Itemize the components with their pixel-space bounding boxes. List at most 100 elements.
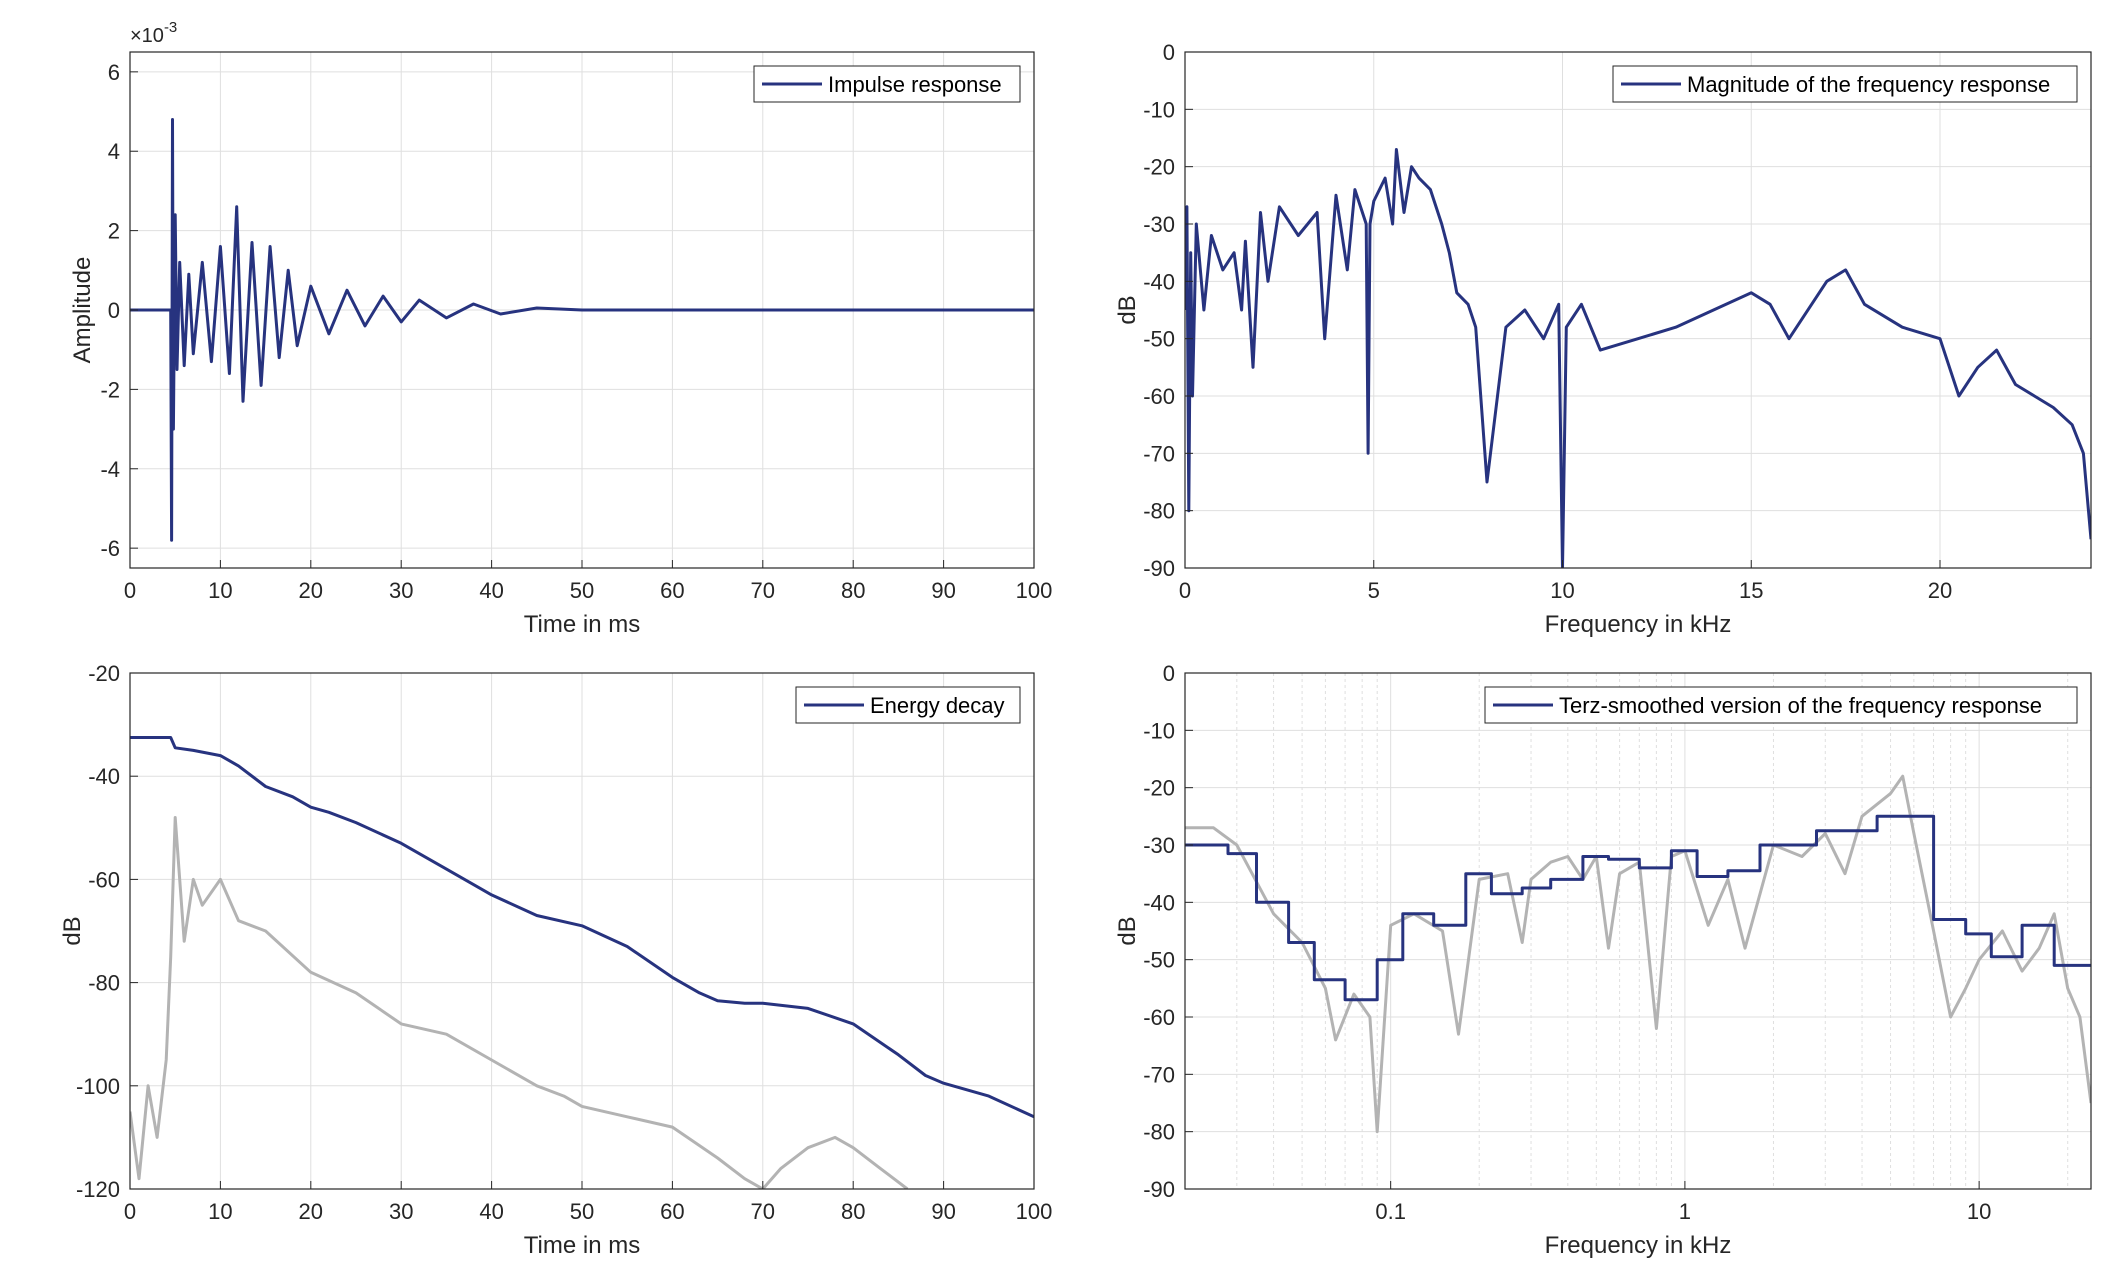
y-tick-label: -70 <box>1143 1062 1175 1087</box>
x-tick-label: 10 <box>1967 1199 1991 1224</box>
legend-label: Magnitude of the frequency response <box>1687 72 2050 97</box>
y-tick-label: 6 <box>108 60 120 85</box>
reference-line-energy <box>130 816 909 1189</box>
x-axis-label: Time in ms <box>524 1232 640 1259</box>
x-tick-label: 1 <box>1679 1199 1691 1224</box>
y-tick-label: -30 <box>1143 212 1175 237</box>
chart-energy: 0 10 20 30 40 50 60 70 80 90 100 -120 -100 -80 -60 -40 -… <box>59 661 1052 1259</box>
y-tick-label: -2 <box>100 377 120 402</box>
series-line-magnitude <box>1185 148 2091 568</box>
x-tick-label: 100 <box>1016 578 1053 603</box>
exponent-power: -3 <box>164 19 177 36</box>
y-tick-label: 0 <box>1163 40 1175 65</box>
legend-label: Energy decay <box>870 693 1005 718</box>
chart-impulse: 0 10 20 30 40 50 60 70 80 90 100 -6 -4 -2 0 2 4 6 Time in … <box>69 19 1052 638</box>
x-axis-label: Frequency in kHz <box>1545 1232 1732 1259</box>
series-line-impulse <box>130 118 1034 542</box>
y-tick-label: 0 <box>1163 661 1175 686</box>
x-tick-label: 0 <box>124 1199 136 1224</box>
y-axis-label: dB <box>59 916 86 945</box>
series-line-terz <box>1185 814 2091 1002</box>
x-tick-label: 50 <box>570 578 594 603</box>
x-tick-label: 40 <box>479 578 503 603</box>
y-tick-label: -60 <box>1143 1005 1175 1030</box>
plot-area <box>1185 673 2091 1189</box>
y-tick-label: -90 <box>1143 1177 1175 1202</box>
x-tick-label: 100 <box>1016 1199 1053 1224</box>
y-tick-label: 4 <box>108 139 120 164</box>
x-tick-label: 50 <box>570 1199 594 1224</box>
x-tick-label: 60 <box>660 1199 684 1224</box>
y-tick-label: -60 <box>1143 384 1175 409</box>
exponent-base: ×10 <box>130 25 164 47</box>
legend: Magnitude of the frequency response <box>1612 65 2078 103</box>
x-axis-label: Time in ms <box>524 611 640 638</box>
y-axis-label: Amplitude <box>69 257 96 364</box>
y-tick-label: -20 <box>88 661 120 686</box>
x-tick-label: 0 <box>1179 578 1191 603</box>
x-tick-label: 70 <box>751 1199 775 1224</box>
y-exponent-label: ×10-3 <box>130 19 177 47</box>
y-tick-label: -10 <box>1143 718 1175 743</box>
y-tick-label: -40 <box>1143 269 1175 294</box>
y-tick-label: -10 <box>1143 97 1175 122</box>
x-tick-label: 20 <box>299 578 323 603</box>
axes-box <box>1184 51 2092 569</box>
y-tick-label: 0 <box>108 298 120 323</box>
x-tick-label: 20 <box>299 1199 323 1224</box>
legend: Impulse response <box>753 65 1021 103</box>
y-tick-label: -70 <box>1143 441 1175 466</box>
y-tick-label: -80 <box>1143 499 1175 524</box>
grid <box>1185 672 2091 1190</box>
x-tick-label: 30 <box>389 1199 413 1224</box>
chart-magnitude: 0 5 10 15 20 -90 -80 -70 -60 -50 -40 -30 -20 -10 0 Freq… <box>1114 40 2092 638</box>
x-tick-label: 80 <box>841 1199 865 1224</box>
y-tick-label: -50 <box>1143 948 1175 973</box>
legend: Terz-smoothed version of the frequency r… <box>1484 686 2078 724</box>
x-tick-label: 10 <box>1550 578 1574 603</box>
x-tick-label: 80 <box>841 578 865 603</box>
chart-terz: 0.1 1 10 -90 -80 -70 -60 -50 -40 -30 -20 -10 0 Freque… <box>1114 661 2092 1259</box>
y-tick-label: -6 <box>100 536 120 561</box>
x-tick-label: 70 <box>751 578 775 603</box>
x-tick-label: 5 <box>1368 578 1380 603</box>
y-tick-label: -40 <box>1143 890 1175 915</box>
x-tick-label: 90 <box>931 1199 955 1224</box>
y-tick-label: -80 <box>88 971 120 996</box>
x-tick-label: 40 <box>479 1199 503 1224</box>
axes-box <box>1184 672 2092 1190</box>
legend: Energy decay <box>795 686 1021 724</box>
y-tick-label: -20 <box>1143 155 1175 180</box>
x-tick-label: 0 <box>124 578 136 603</box>
y-tick-label: -40 <box>88 764 120 789</box>
y-tick-label: -50 <box>1143 327 1175 352</box>
y-tick-label: -4 <box>100 457 120 482</box>
x-axis-label: Frequency in kHz <box>1545 611 1732 638</box>
x-tick-label: 90 <box>931 578 955 603</box>
y-tick-label: -30 <box>1143 833 1175 858</box>
series-line-energy <box>130 736 1034 1119</box>
plot-area <box>1185 52 2091 568</box>
x-tick-label: 60 <box>660 578 684 603</box>
y-tick-label: -60 <box>88 867 120 892</box>
y-tick-label: -100 <box>76 1074 120 1099</box>
x-tick-label: 30 <box>389 578 413 603</box>
legend-label: Terz-smoothed version of the frequency r… <box>1559 693 2042 718</box>
y-tick-label: -120 <box>76 1177 120 1202</box>
x-tick-label: 20 <box>1928 578 1952 603</box>
x-tick-label: 10 <box>208 578 232 603</box>
x-tick-label: 10 <box>208 1199 232 1224</box>
reference-line-terz <box>1185 774 2091 1134</box>
y-axis-label: dB <box>1114 295 1141 324</box>
y-tick-label: -20 <box>1143 776 1175 801</box>
x-tick-label: 15 <box>1739 578 1763 603</box>
legend-box <box>1612 65 2078 103</box>
y-tick-label: -90 <box>1143 556 1175 581</box>
y-axis-label: dB <box>1114 916 1141 945</box>
y-tick-label: 2 <box>108 219 120 244</box>
x-tick-label: 0.1 <box>1375 1199 1406 1224</box>
y-tick-label: -80 <box>1143 1120 1175 1145</box>
legend-label: Impulse response <box>828 72 1002 97</box>
legend-box <box>1484 686 2078 724</box>
